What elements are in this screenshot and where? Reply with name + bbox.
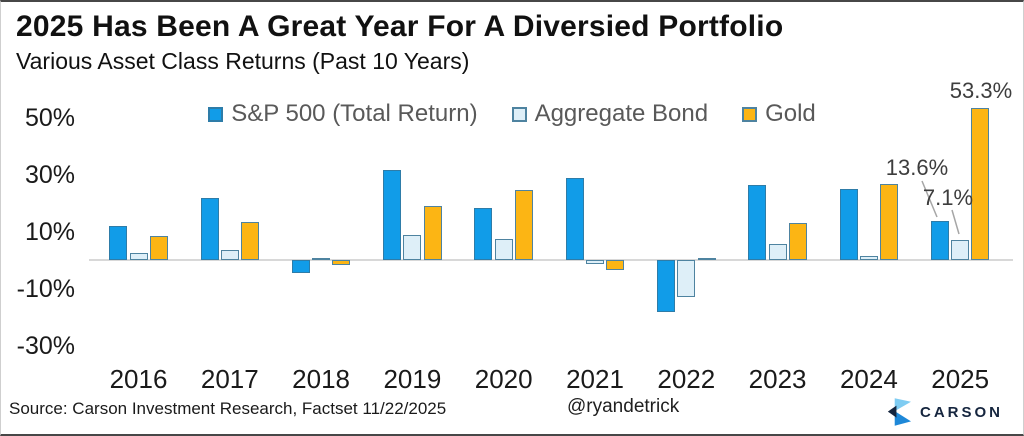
x-tick-label: 2023	[748, 364, 807, 394]
bar-s-p-500-total-return--2022	[657, 260, 676, 312]
bar-gold-2020	[514, 189, 533, 260]
y-tick-label: -10%	[16, 274, 75, 303]
legend: S&P 500 (Total Return) Aggregate Bond Gold	[1, 100, 1023, 128]
source-note: Source: Carson Investment Research, Fact…	[9, 399, 447, 418]
chart-subtitle: Various Asset Class Returns (Past 10 Yea…	[16, 48, 470, 74]
legend-swatch-icon	[742, 106, 758, 122]
x-tick-label: 2021	[566, 364, 624, 394]
bar-aggregate-bond-2022	[677, 260, 696, 298]
bar-aggregate-bond-2021	[586, 260, 604, 265]
legend-item-gold: Gold	[742, 100, 816, 128]
y-tick-label: 30%	[24, 160, 75, 189]
bar-aggregate-bond-2020	[494, 238, 513, 260]
bar-s-p-500-total-return--2018	[291, 260, 310, 273]
bar-s-p-500-total-return--2025	[930, 221, 949, 260]
bar-aggregate-bond-2016	[129, 252, 148, 260]
y-tick-label: 50%	[24, 103, 75, 132]
x-tick-label: 2020	[474, 364, 533, 394]
x-tick-label: 2019	[383, 364, 442, 394]
bar-s-p-500-total-return--2016	[109, 225, 128, 260]
bar-s-p-500-total-return--2021	[565, 178, 584, 260]
twitter-handle: @ryandetrick	[567, 396, 680, 417]
y-tick-label: -30%	[16, 331, 75, 360]
bar-aggregate-bond-2018	[312, 258, 331, 260]
bar-gold-2022	[697, 258, 716, 260]
bar-s-p-500-total-return--2023	[748, 185, 767, 260]
bar-gold-2018	[332, 260, 351, 265]
x-tick-label: 2018	[292, 364, 351, 394]
chart-title: 2025 Has Been A Great Year For A Diversi…	[16, 10, 784, 43]
data-label-2025-s-p-500-total-return-: 13.6%	[885, 155, 949, 180]
zero-axis-line	[89, 259, 1013, 261]
carson-wordmark: CARSON	[919, 403, 1003, 421]
legend-label: Gold	[765, 100, 816, 127]
bar-s-p-500-total-return--2024	[839, 188, 858, 260]
data-label-2025-gold: 53.3%	[949, 78, 1013, 103]
bar-gold-2023	[788, 222, 807, 260]
bar-aggregate-bond-2024	[859, 256, 878, 260]
bar-s-p-500-total-return--2019	[383, 170, 402, 260]
bar-gold-2025	[971, 108, 990, 260]
legend-item-bond: Aggregate Bond	[511, 100, 709, 128]
bar-s-p-500-total-return--2017	[200, 197, 219, 260]
bar-gold-2019	[423, 205, 442, 260]
carson-chevron-icon	[887, 398, 911, 426]
bar-aggregate-bond-2017	[220, 250, 239, 260]
bar-s-p-500-total-return--2020	[474, 207, 493, 260]
x-tick-label: 2024	[839, 364, 898, 394]
y-tick-label: 10%	[24, 217, 75, 246]
legend-label: S&P 500 (Total Return)	[231, 100, 478, 127]
x-tick-label: 2016	[109, 364, 168, 394]
bar-aggregate-bond-2023	[768, 244, 787, 260]
x-tick-label: 2017	[200, 364, 259, 394]
bar-gold-2021	[606, 260, 625, 271]
x-tick-label: 2025	[931, 364, 990, 394]
bar-gold-2016	[149, 235, 168, 260]
bar-gold-2017	[241, 221, 260, 260]
legend-swatch-icon	[208, 106, 224, 122]
bar-aggregate-bond-2019	[403, 235, 422, 260]
legend-swatch-icon	[511, 106, 527, 122]
legend-label: Aggregate Bond	[534, 100, 709, 127]
bar-gold-2024	[880, 183, 899, 260]
x-tick-label: 2022	[657, 364, 716, 394]
data-label-2025-aggregate-bond: 7.1%	[922, 185, 974, 210]
bar-aggregate-bond-2025	[951, 239, 970, 260]
legend-item-sp500: S&P 500 (Total Return)	[208, 100, 478, 128]
carson-logo: CARSON	[887, 398, 1003, 426]
